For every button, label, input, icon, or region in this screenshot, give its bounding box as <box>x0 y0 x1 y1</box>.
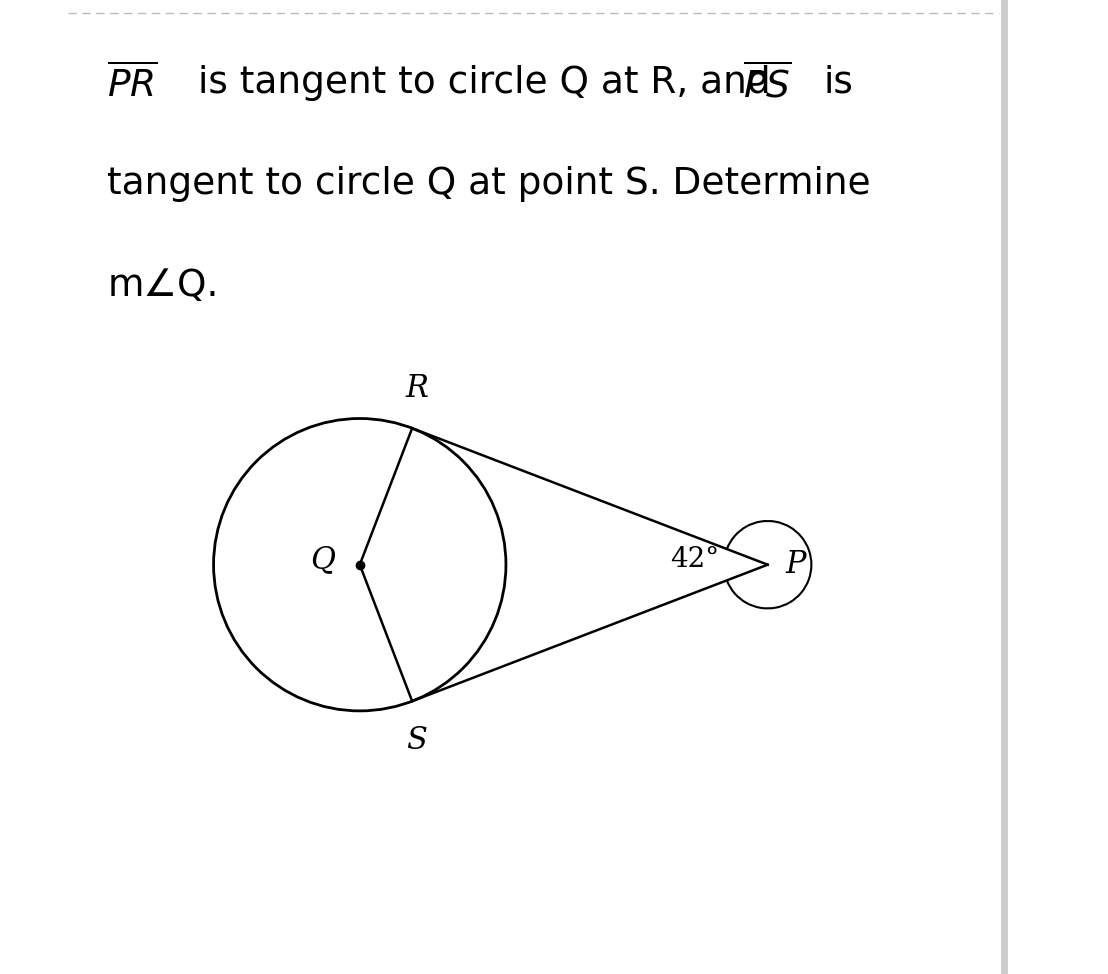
Text: tangent to circle Q at point S. Determine: tangent to circle Q at point S. Determin… <box>107 167 871 203</box>
Text: $\overline{PS}$: $\overline{PS}$ <box>743 64 792 106</box>
Text: is: is <box>824 64 854 100</box>
Text: m∠Q.: m∠Q. <box>107 269 218 305</box>
Text: 42°: 42° <box>670 546 719 574</box>
Text: P: P <box>786 549 806 581</box>
Text: R: R <box>406 373 429 404</box>
Text: Q: Q <box>310 544 336 576</box>
Text: $\overline{PR}$: $\overline{PR}$ <box>107 64 158 105</box>
Text: S: S <box>407 726 428 757</box>
Text: is tangent to circle Q at R, and: is tangent to circle Q at R, and <box>197 64 770 100</box>
